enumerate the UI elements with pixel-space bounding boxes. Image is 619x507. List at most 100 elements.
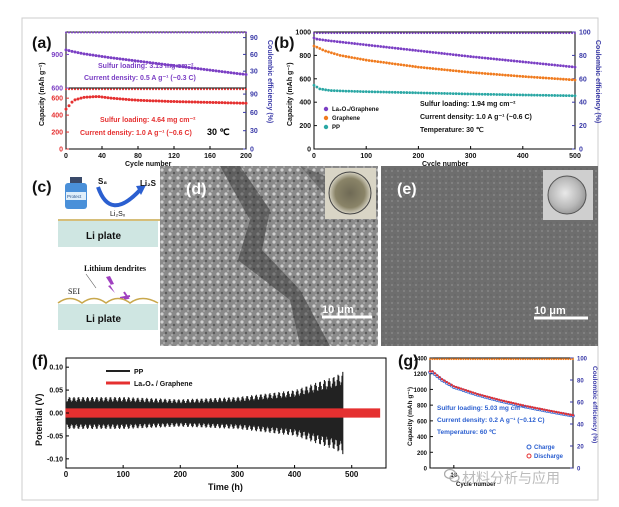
b-ce-point (542, 32, 545, 35)
a-bot-ce-point (128, 88, 130, 91)
a-bot-ce-point (212, 88, 214, 91)
b-ce-point (333, 32, 336, 35)
f-xlabel: Time (h) (208, 482, 243, 492)
a-top-capacity-point (163, 62, 167, 66)
panel-label-a: (a) (32, 35, 52, 52)
b-pp-point (550, 94, 554, 97)
b-ce-point (330, 32, 333, 35)
a-top-capacity-point (154, 61, 158, 65)
a-bot-capacity-point (151, 99, 155, 103)
b-pp-point (332, 89, 336, 93)
a-bot-capacity-point (175, 100, 179, 104)
b-graphene-point (533, 75, 536, 79)
a-bot-capacity-point (136, 98, 140, 102)
a-bot-ce-point (206, 88, 208, 91)
a-top-capacity-point (79, 51, 83, 55)
a-bot-capacity-point (241, 101, 245, 105)
b-graphene-point (344, 55, 348, 58)
legend-label-discharge: Discharge (534, 454, 564, 460)
b-graphene-point (541, 76, 545, 80)
b-pp-point (399, 91, 403, 94)
a-bot-y-tick-label: 600 (51, 96, 63, 103)
c-label-li2sx: Li₂Sₓ (110, 211, 126, 218)
b-pp-point (373, 90, 377, 94)
g-discharge-point (502, 399, 506, 403)
a-bot-capacity-point (187, 100, 191, 104)
g-discharge-point (559, 411, 563, 415)
a-bot-ce-point (107, 88, 109, 91)
polysulfide-arrow-icon (136, 185, 146, 195)
b-la2o3-graphene-point (335, 40, 339, 44)
a-top-ce-point (209, 31, 211, 34)
b-pp-point (330, 89, 333, 92)
polysulfide-arc (96, 186, 142, 208)
g-ce-point (429, 358, 431, 361)
b-ce-point (400, 32, 402, 35)
a-top-capacity-point (106, 55, 110, 59)
b-ce-point (568, 32, 571, 35)
f-x-tick-label: 500 (345, 470, 359, 479)
g-ce-point (562, 358, 565, 361)
b-ce-point (498, 32, 501, 35)
b-pp-point (422, 91, 426, 95)
panel-label-b: (b) (274, 35, 294, 52)
b-graphene-point (446, 68, 449, 72)
g-y-tick-label: 400 (417, 435, 428, 441)
a-top-capacity-point (160, 62, 164, 66)
b-ce-point (411, 32, 414, 35)
a-bot-ce-point (101, 88, 103, 91)
b-la2o3-graphene-point (356, 42, 359, 46)
c-label-sei: SEI (68, 287, 80, 296)
b-graphene-point (573, 78, 577, 82)
g-discharge-point (507, 400, 510, 404)
b-x-tick-label: 500 (569, 153, 581, 160)
g-discharge-point (545, 408, 548, 412)
panel-label-g: (g) (398, 353, 418, 370)
g-discharge-point (512, 401, 515, 405)
a-bot-capacity-point (148, 99, 152, 103)
g-y-tick-label: 1200 (414, 372, 428, 378)
b-ce-point (472, 32, 475, 35)
a-bot-capacity-point (127, 98, 131, 102)
b-x-tick-label: 0 (312, 153, 316, 160)
a-bot-capacity-point (100, 95, 104, 99)
a-top-capacity-point (196, 67, 200, 71)
g-ce-point (541, 358, 544, 361)
g-ce-point (572, 358, 574, 361)
b-pp-point (547, 93, 551, 97)
g-discharge-point (567, 413, 570, 416)
a-bot-capacity-point (208, 100, 212, 104)
a-top-capacity-point (238, 72, 242, 76)
b-pp-point (480, 92, 484, 96)
a-bot-ce-point (140, 88, 142, 91)
panel-label-e: (e) (397, 181, 417, 198)
a-top-ce-point (218, 31, 220, 34)
b-pp-point (341, 89, 345, 93)
b-pp-point (509, 93, 513, 97)
a-top-capacity-point (181, 65, 185, 69)
b-graphene-point (332, 52, 336, 56)
a-top-capacity-point (157, 62, 161, 66)
a-top-capacity-point (133, 59, 137, 63)
dendrite-icon-2 (119, 291, 131, 300)
b-y-tick-label: 200 (299, 123, 311, 130)
f-x-tick-label: 100 (116, 470, 130, 479)
a-top-ce-point (137, 31, 139, 34)
a-bot-capacity-point (154, 99, 158, 103)
a-top-annotation-current: Current density: 0.5 A g⁻¹ (~0.3 C) (84, 75, 196, 82)
b-graphene-point (388, 61, 391, 65)
a-x-tick-label: 80 (134, 153, 142, 160)
dendrite-icon-1 (106, 276, 115, 293)
b-la2o3-graphene-point (367, 43, 371, 47)
g-discharge-point (540, 408, 544, 411)
b-la2o3-graphene-point (382, 45, 385, 49)
b-la2o3-graphene-point (327, 39, 330, 43)
a-bot-y-tick-label: 400 (51, 113, 63, 120)
b-la2o3-graphene-point (544, 62, 548, 66)
b-pp-point (524, 93, 528, 97)
b-la2o3-graphene-point (521, 60, 525, 64)
b-graphene-point (454, 69, 458, 73)
a-top-capacity-point (109, 56, 113, 60)
a-bot-ce-point (95, 88, 97, 91)
b-la2o3-graphene-point (556, 63, 559, 67)
